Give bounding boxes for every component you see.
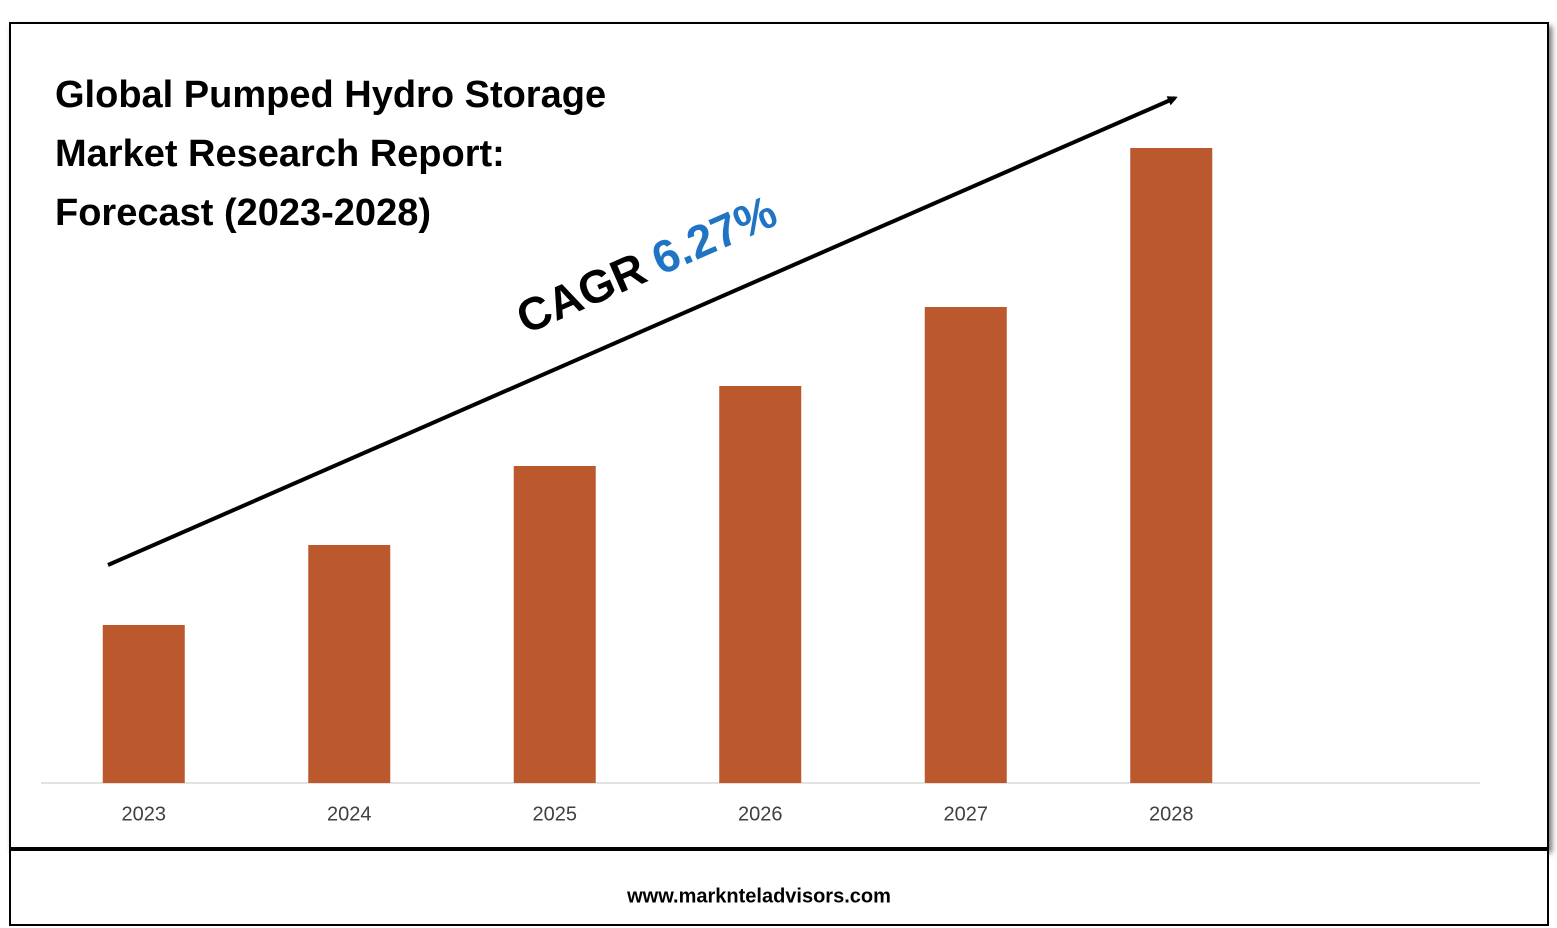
footer-frame (9, 849, 1549, 926)
x-tick-label: 2027 (944, 803, 989, 825)
x-tick-label: 2028 (1149, 803, 1194, 825)
bar (924, 307, 1007, 783)
trend-arrow (107, 96, 1178, 567)
x-tick-label: 2026 (738, 803, 783, 825)
x-tick-label: 2024 (327, 803, 372, 825)
x-tick-label: 2023 (122, 803, 167, 825)
source-url: www.marknteladvisors.com (626, 885, 891, 907)
bar (308, 545, 391, 783)
bar (1130, 148, 1213, 783)
title-line: Forecast (2023-2028) (55, 192, 431, 234)
bar (719, 386, 802, 783)
title-line: Market Research Report: (55, 133, 505, 175)
chart-title: Global Pumped Hydro Storage Market Resear… (55, 74, 606, 234)
x-tick-label: 2025 (533, 803, 578, 825)
bar (102, 625, 185, 783)
title-line: Global Pumped Hydro Storage (55, 74, 606, 116)
bar (513, 466, 596, 783)
